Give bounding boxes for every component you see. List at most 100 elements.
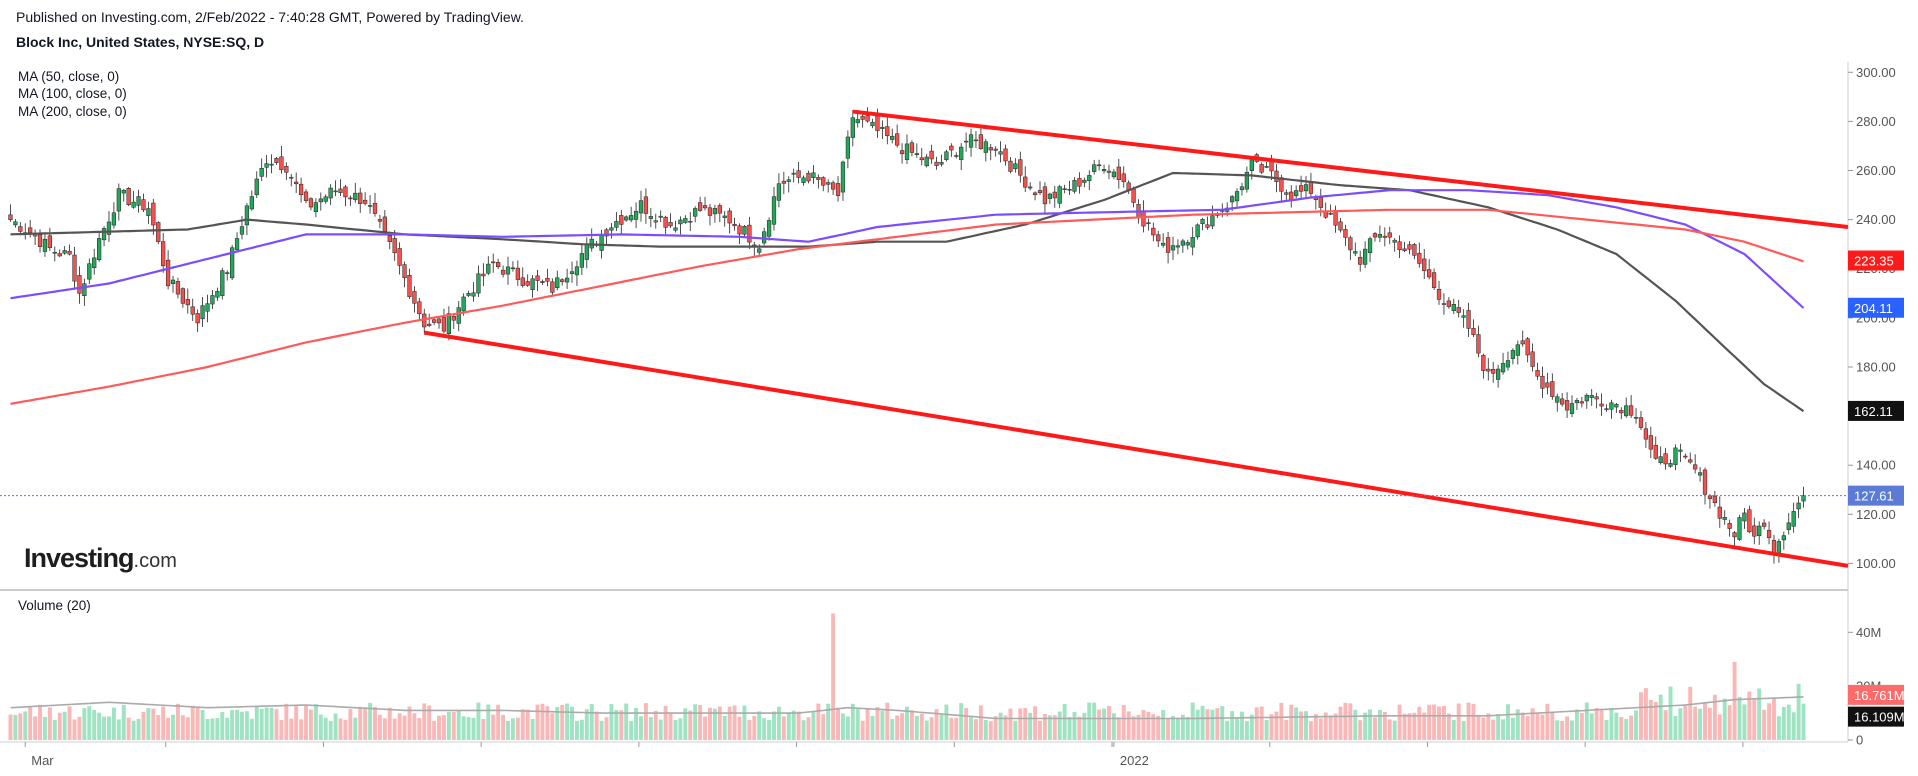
candle-body: [244, 205, 250, 226]
volume-bar: [895, 715, 900, 740]
legend-volume[interactable]: Volume (20): [18, 598, 91, 613]
ma-200-badge-bg: [1848, 250, 1904, 271]
volume-bar: [525, 709, 530, 740]
candle-body: [579, 253, 585, 268]
volume-bar: [353, 717, 358, 740]
candle-body: [993, 148, 998, 151]
candle-body: [1456, 307, 1461, 313]
volume-bar: [1190, 702, 1195, 740]
volume-bar: [811, 711, 816, 740]
candle-body: [1333, 210, 1338, 226]
candle-body: [1702, 469, 1708, 495]
candle-body: [1077, 178, 1082, 187]
candle-body: [821, 177, 826, 186]
candle-body: [1101, 169, 1107, 172]
candle-body: [954, 155, 959, 157]
volume-bar: [1087, 702, 1092, 740]
candle-body: [1264, 166, 1269, 168]
candle-body: [1096, 164, 1102, 167]
candle-body: [801, 177, 806, 183]
candle-body: [343, 186, 348, 198]
volume-bar: [1471, 703, 1476, 740]
volume-bar: [1506, 704, 1510, 740]
volume-bar: [998, 712, 1003, 740]
volume-bar: [269, 707, 274, 740]
volume-bar: [87, 706, 92, 740]
volume-bar: [540, 703, 545, 740]
volume-bar: [116, 719, 121, 740]
volume-bar: [417, 717, 422, 740]
candle-body: [52, 252, 57, 254]
candle-body: [195, 313, 200, 324]
volume-bar: [1461, 721, 1466, 740]
candle-body: [1801, 495, 1806, 502]
ma-200-line: [10, 208, 1804, 405]
candle-body: [983, 141, 988, 153]
candle-body: [1294, 190, 1299, 197]
volume-bar: [1427, 704, 1432, 740]
volume-bar: [1609, 707, 1614, 740]
candle-body: [1712, 495, 1717, 504]
volume-bar: [1373, 717, 1377, 740]
volume-bar: [1249, 714, 1254, 740]
candle-body: [42, 238, 48, 252]
volume-bar: [1289, 704, 1294, 740]
candle-body: [968, 134, 974, 148]
volume-bar: [52, 719, 57, 740]
candle-body: [1481, 355, 1486, 371]
ma-50-line: [10, 171, 1805, 413]
candle-body: [1732, 532, 1737, 538]
candle-body: [1791, 511, 1796, 527]
volume-bar: [151, 708, 156, 740]
volume-bar: [855, 709, 860, 740]
candle-body: [688, 220, 693, 223]
candle-body: [1042, 186, 1048, 205]
volume-bar: [1161, 710, 1166, 740]
volume-bar: [412, 713, 417, 740]
candle-body: [1619, 410, 1624, 414]
legend-ma-100[interactable]: MA (100, close, 0): [18, 86, 127, 101]
ma-200-badge-text: 223.35: [1854, 254, 1894, 269]
candle-body: [505, 266, 511, 275]
investing-logo: Investing.com: [24, 543, 177, 574]
candle-body: [1461, 315, 1466, 318]
volume-bar: [870, 716, 875, 740]
candle-body: [633, 210, 639, 220]
volume-bar: [496, 704, 501, 740]
volume-bar: [668, 712, 673, 740]
volume-bar: [1570, 720, 1574, 740]
volume-bar: [1200, 705, 1205, 740]
volume-bar: [821, 714, 826, 740]
candle-body: [904, 143, 910, 160]
candle-body: [1205, 224, 1210, 228]
candle-body: [722, 215, 727, 218]
volume-bar: [1269, 714, 1274, 740]
candles: [8, 107, 1806, 564]
volume-bar: [693, 704, 698, 740]
volume-bar: [461, 716, 466, 740]
volume-bar: [1185, 716, 1190, 740]
candle-body: [555, 277, 560, 288]
candle-body: [1372, 233, 1378, 238]
legend-ma-200[interactable]: MA (200, close, 0): [18, 104, 127, 119]
volume-bar: [757, 711, 762, 740]
volume-bar: [643, 703, 648, 740]
volume-bar: [373, 706, 377, 740]
candle-body: [1402, 248, 1407, 251]
ma-100-line: [10, 189, 1805, 309]
volume-bar: [363, 707, 368, 740]
candle-body: [909, 142, 915, 153]
volume-bars: [8, 613, 1806, 740]
candle-body: [1338, 221, 1343, 231]
volume-bar: [550, 713, 555, 740]
candle-body: [1555, 396, 1560, 403]
volume-bar: [1244, 721, 1249, 740]
legend-ma-50[interactable]: MA (50, close, 0): [18, 69, 120, 84]
volume-bar: [244, 711, 249, 740]
volume-bar: [1304, 711, 1308, 740]
volume-bar: [1111, 713, 1116, 740]
candle-body: [707, 207, 713, 216]
volume-bar: [1515, 709, 1520, 740]
volume-bar: [703, 716, 708, 740]
